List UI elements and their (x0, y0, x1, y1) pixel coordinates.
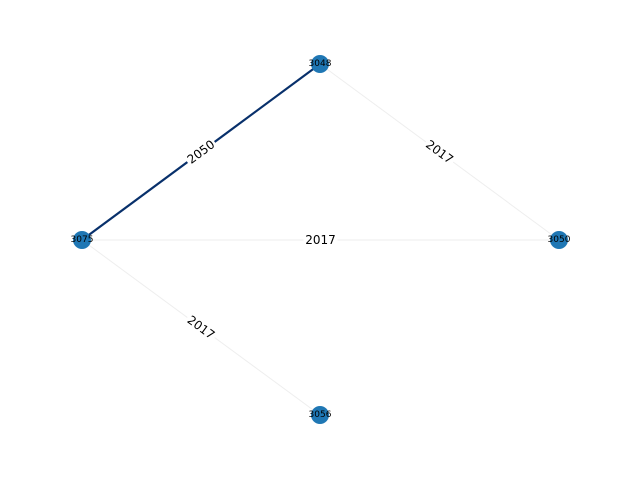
edge-label-group-3075-3050: 2017 (303, 232, 338, 248)
node-3050[interactable] (550, 231, 568, 249)
node-label-3075: 3075 (71, 235, 94, 245)
node-3048[interactable] (311, 55, 329, 73)
edge-label-group-3048-3050: 2017 (421, 135, 458, 169)
edge-label-group-3075-3056: 2017 (182, 310, 220, 345)
node-label-3048: 3048 (309, 59, 332, 69)
edge-label-bg (303, 232, 338, 248)
edge-label-bg (182, 310, 220, 345)
node-3075[interactable] (73, 231, 91, 249)
nodes-layer: 3048 3075 3050 3056 (71, 55, 571, 424)
edge-label: 2017 (305, 233, 336, 247)
edge-label-bg (421, 135, 458, 169)
edge-label-bg (182, 135, 220, 169)
edge-labels-layer: 2050 2017 2017 2017 (182, 135, 458, 345)
node-3056[interactable] (311, 406, 329, 424)
edge-label-group-3075-3048: 2050 (182, 135, 220, 169)
node-label-3050: 3050 (548, 235, 571, 245)
node-label-3056: 3056 (309, 410, 332, 420)
